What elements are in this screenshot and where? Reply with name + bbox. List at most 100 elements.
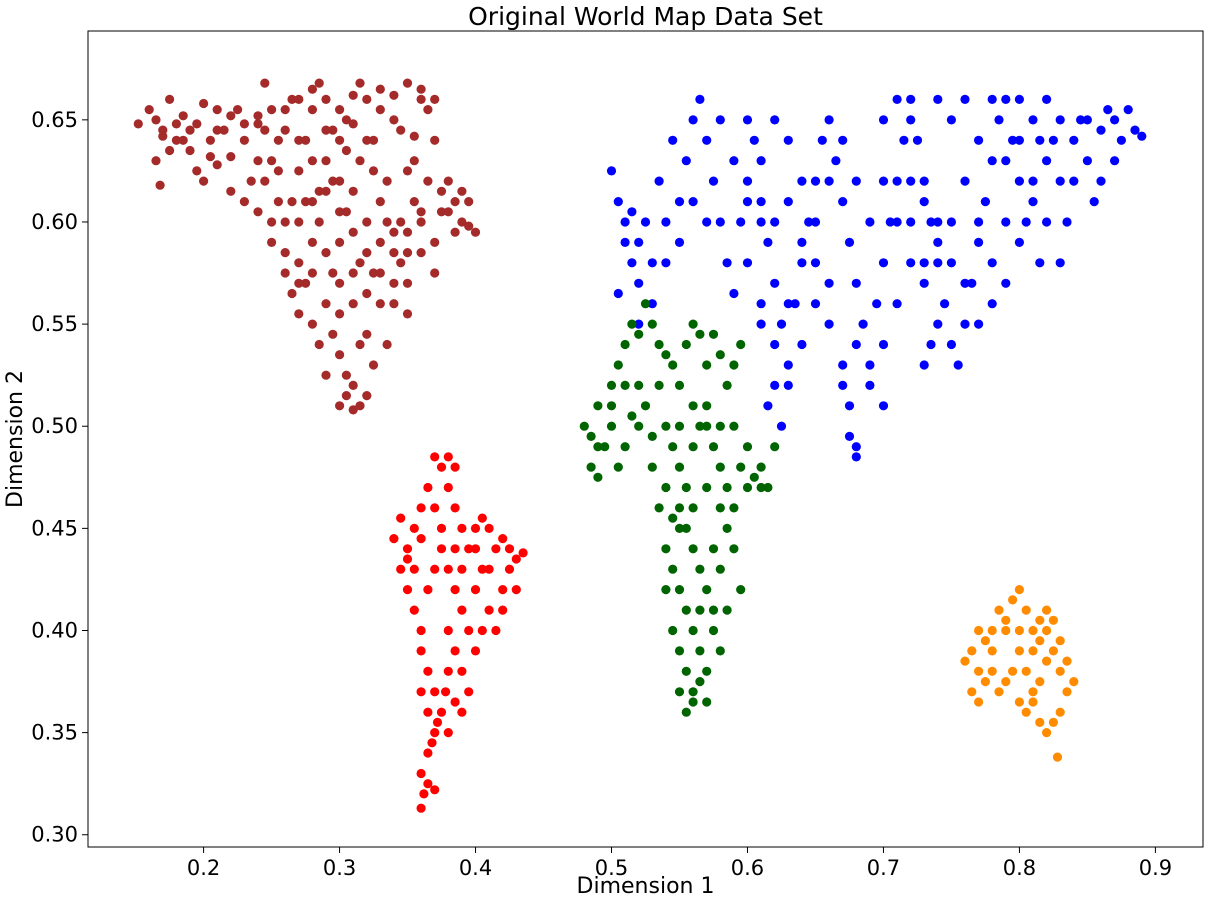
x-tick-label-0: 0.2	[187, 856, 220, 880]
data-point-s0-134	[341, 145, 351, 156]
data-point-s2-78	[674, 687, 685, 697]
data-point-s0-101	[362, 329, 372, 339]
data-point-s0-149	[443, 207, 453, 217]
data-point-s0-173	[151, 115, 161, 125]
data-point-s0-82	[402, 278, 413, 288]
data-point-s1-7	[627, 207, 637, 217]
data-point-s0-81	[389, 227, 399, 237]
data-point-s1-40	[851, 278, 861, 288]
data-point-s0-14	[226, 152, 236, 162]
data-point-s0-77	[335, 207, 345, 217]
data-point-s1-104	[987, 258, 997, 268]
data-point-s1-96	[878, 339, 889, 350]
data-point-s2-48	[770, 442, 780, 452]
data-point-s1-111	[1082, 115, 1092, 125]
data-point-s0-146	[402, 248, 413, 258]
data-point-s1-75	[1089, 197, 1099, 207]
data-point-s3-29	[470, 585, 481, 595]
plot-frame	[87, 30, 1204, 848]
data-point-s2-43	[736, 462, 746, 472]
data-point-s0-11	[205, 135, 215, 145]
data-point-s1-121	[851, 339, 861, 350]
data-point-s0-132	[368, 135, 379, 145]
data-point-s1-58	[974, 237, 984, 247]
data-point-s1-108	[1042, 156, 1052, 166]
data-point-s0-168	[226, 111, 236, 121]
data-point-s0-166	[253, 111, 263, 121]
data-point-s3-8	[450, 503, 460, 513]
data-point-s2-66	[708, 625, 719, 636]
data-point-s0-131	[382, 176, 392, 186]
data-point-s1-156	[1014, 237, 1024, 247]
data-point-s2-89	[742, 442, 753, 452]
data-point-s1-76	[1096, 125, 1106, 135]
data-point-s0-46	[450, 197, 460, 207]
data-point-s3-40	[450, 646, 460, 656]
data-point-s4-15	[1062, 656, 1072, 666]
data-point-s0-121	[307, 268, 317, 278]
data-point-s1-10	[647, 258, 657, 268]
data-point-s2-64	[695, 646, 705, 656]
data-point-s0-94	[362, 391, 372, 401]
data-point-s3-15	[498, 534, 508, 544]
data-point-s1-45	[885, 217, 895, 227]
data-point-s3-32	[491, 625, 501, 636]
data-point-s3-70	[470, 544, 481, 554]
data-point-s1-134	[661, 258, 671, 268]
data-point-s2-13	[668, 360, 678, 370]
data-point-s0-110	[307, 156, 317, 166]
data-point-s1-70	[1055, 176, 1065, 186]
data-point-s1-2	[620, 217, 630, 227]
data-point-s0-29	[328, 125, 338, 135]
data-point-s3-52	[416, 803, 426, 813]
data-point-s4-45	[1042, 625, 1052, 636]
data-point-s2-53	[702, 585, 712, 595]
data-point-s0-85	[294, 309, 304, 319]
data-point-s4-2	[974, 666, 984, 676]
data-point-s0-106	[368, 360, 379, 370]
y-tick-label-3: 0.45	[31, 516, 78, 540]
data-point-s3-67	[402, 554, 413, 564]
data-point-s1-167	[865, 217, 875, 227]
data-point-s0-167	[239, 119, 249, 129]
data-point-s4-23	[1008, 666, 1018, 676]
data-point-s3-62	[457, 564, 467, 574]
data-point-s0-144	[375, 268, 385, 278]
data-point-s2-71	[674, 646, 685, 656]
data-point-s0-45	[443, 176, 453, 186]
data-point-s1-95	[838, 380, 848, 390]
data-point-s1-37	[831, 156, 841, 166]
data-point-s1-72	[1069, 135, 1079, 145]
data-point-s2-61	[674, 585, 685, 595]
data-point-s0-42	[423, 105, 433, 115]
data-point-s0-17	[246, 176, 256, 186]
data-point-s2-88	[729, 421, 739, 431]
data-point-s2-46	[756, 462, 766, 472]
data-point-s1-31	[790, 299, 800, 309]
data-point-s1-100	[933, 237, 943, 247]
data-point-s1-170	[824, 176, 834, 186]
data-point-s0-163	[294, 94, 304, 104]
data-point-s0-4	[155, 180, 165, 190]
data-point-s4-0	[960, 656, 970, 666]
data-point-s1-148	[974, 135, 984, 145]
data-point-s1-153	[1042, 217, 1052, 227]
data-point-s1-86	[783, 380, 793, 390]
data-point-s1-107	[1028, 115, 1038, 125]
data-point-s1-112	[1096, 176, 1106, 186]
data-point-s1-136	[634, 319, 644, 329]
data-point-s2-39	[708, 442, 719, 452]
data-point-s0-36	[375, 84, 385, 94]
data-point-s1-132	[688, 197, 698, 207]
data-point-s0-130	[396, 217, 406, 227]
data-point-s0-63	[321, 248, 331, 258]
data-point-s1-27	[763, 237, 773, 247]
data-point-s3-11	[470, 523, 481, 534]
data-point-s0-32	[348, 90, 358, 100]
data-point-s1-67	[1035, 135, 1045, 145]
data-point-s0-98	[321, 370, 331, 380]
data-point-s2-30	[647, 431, 657, 441]
data-point-s2-27	[627, 411, 637, 421]
data-point-s1-65	[1021, 217, 1031, 227]
